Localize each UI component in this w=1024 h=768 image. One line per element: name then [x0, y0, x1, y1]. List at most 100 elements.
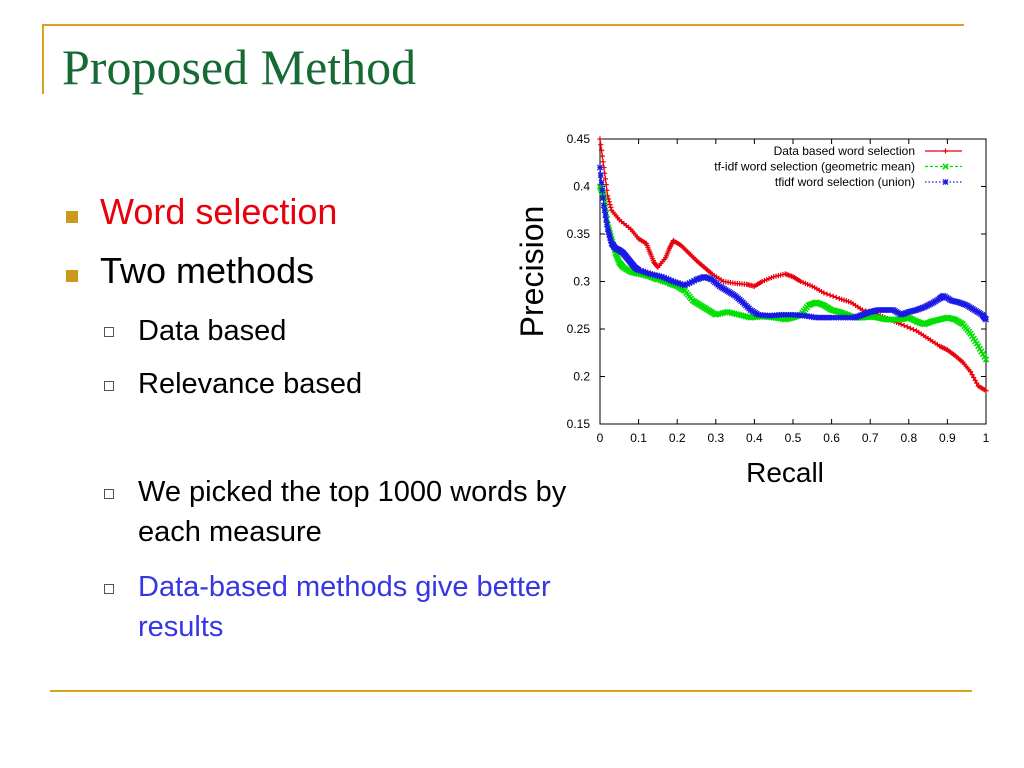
y-tick-label: 0.35 [567, 227, 591, 241]
data-point [599, 187, 606, 194]
y-tick-label: 0.4 [573, 180, 590, 194]
data-point [942, 178, 949, 186]
top-rule [42, 24, 964, 26]
sub-bullet-data-based-better: Data-based methods give better results [138, 571, 551, 643]
data-point [971, 374, 977, 381]
x-tick-label: 0.9 [939, 431, 956, 445]
series-line [599, 186, 987, 360]
bullet-hollow-square-icon [104, 489, 114, 499]
data-point [974, 380, 980, 386]
x-tick-label: 0.1 [630, 431, 647, 445]
slide-title: Proposed Method [62, 39, 417, 95]
data-point [602, 211, 609, 219]
bullet-square-icon [66, 211, 78, 223]
data-point [600, 202, 607, 209]
data-point [606, 199, 612, 205]
bottom-rule [50, 690, 972, 692]
data-point [663, 275, 670, 282]
data-point [816, 314, 823, 321]
bullet-square-icon [66, 270, 78, 282]
x-tick-label: 0 [597, 431, 604, 445]
x-tick-label: 0.3 [707, 431, 724, 445]
legend-label: tfidf word selection (union) [775, 175, 915, 189]
data-point [819, 314, 826, 321]
data-point [686, 279, 693, 287]
series-line [599, 167, 987, 320]
data-point [942, 148, 949, 154]
y-tick-label: 0.45 [567, 132, 591, 146]
legend-label: Data based word selection [774, 144, 915, 158]
data-point [596, 164, 604, 171]
data-point [605, 229, 612, 236]
y-axis-label: Precision [514, 206, 550, 338]
data-point [672, 279, 679, 286]
data-point [942, 163, 949, 170]
data-point [598, 142, 604, 148]
y-tick-label: 0.2 [573, 370, 590, 384]
data-point [691, 277, 698, 284]
series-3 [596, 164, 990, 323]
data-point [982, 316, 990, 323]
left-rule [42, 24, 44, 94]
data-point [825, 314, 832, 321]
data-point [598, 179, 605, 186]
bullet-two-methods: Two methods [100, 250, 315, 291]
data-point [661, 274, 668, 281]
bullet-word-selection: Word selection [100, 191, 338, 232]
data-point [677, 280, 684, 287]
data-point [967, 369, 974, 375]
y-tick-label: 0.25 [567, 322, 591, 336]
data-point [640, 268, 647, 275]
data-point [684, 281, 691, 288]
x-tick-label: 0.5 [785, 431, 802, 445]
data-point [813, 314, 820, 321]
data-point [910, 326, 917, 333]
data-point [969, 372, 975, 378]
data-point [635, 267, 642, 274]
bullet-hollow-square-icon [104, 584, 114, 594]
data-point [824, 291, 830, 297]
data-point [601, 207, 608, 214]
legend-label: tf-idf word selection (geometric mean) [714, 160, 915, 174]
data-point [658, 273, 665, 280]
data-point [827, 292, 833, 298]
data-point [642, 269, 649, 276]
data-point [907, 325, 913, 331]
data-point [599, 153, 605, 159]
data-point [637, 267, 644, 274]
data-point [644, 270, 651, 277]
data-point [972, 377, 978, 383]
data-point [597, 136, 603, 142]
x-tick-label: 0.7 [862, 431, 879, 445]
data-point [667, 277, 675, 284]
data-point [904, 324, 910, 330]
data-point [603, 221, 611, 228]
x-tick-label: 0.2 [669, 431, 686, 445]
x-tick-label: 1 [983, 431, 990, 445]
x-axis-label: Recall [746, 457, 824, 488]
data-point [688, 278, 695, 285]
y-tick-label: 0.3 [573, 275, 590, 289]
data-point [608, 204, 614, 210]
data-point [607, 237, 614, 244]
data-point [983, 388, 989, 394]
y-tick-label: 0.15 [567, 417, 591, 431]
data-point [679, 281, 686, 288]
data-point [665, 276, 672, 283]
data-point [898, 321, 904, 327]
data-point [600, 159, 606, 165]
data-point [833, 294, 839, 301]
data-point [674, 279, 682, 287]
x-tick-label: 0.8 [900, 431, 917, 445]
data-point [603, 216, 610, 223]
data-point [606, 231, 613, 239]
data-point [822, 314, 829, 321]
data-point [821, 290, 827, 296]
data-point [830, 293, 836, 299]
data-point [901, 322, 907, 329]
data-point [606, 234, 614, 241]
data-point [604, 226, 611, 233]
bullet-hollow-square-icon [104, 327, 114, 337]
data-point [600, 194, 607, 201]
